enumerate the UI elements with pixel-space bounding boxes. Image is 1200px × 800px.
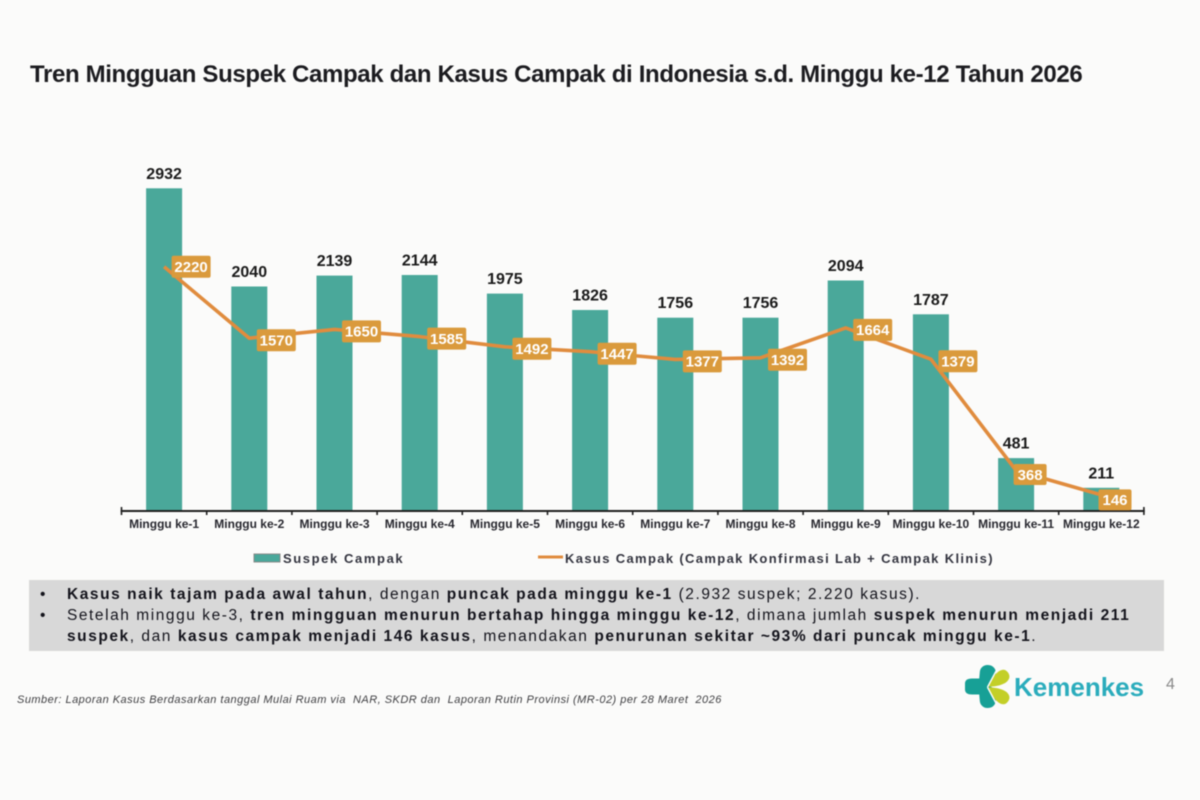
svg-text:1447: 1447 — [600, 346, 633, 363]
svg-text:Suspek Campak: Suspek Campak — [283, 551, 404, 566]
svg-text:1570: 1570 — [260, 333, 293, 350]
svg-text:2144: 2144 — [402, 253, 438, 270]
svg-text:2220: 2220 — [174, 259, 207, 276]
svg-text:Minggu ke-4: Minggu ke-4 — [385, 517, 455, 531]
svg-text:1664: 1664 — [856, 322, 890, 339]
svg-text:1975: 1975 — [487, 271, 523, 288]
svg-text:211: 211 — [1088, 465, 1114, 482]
svg-text:Minggu ke-6: Minggu ke-6 — [555, 517, 625, 531]
svg-text:1650: 1650 — [345, 324, 378, 341]
svg-text:1492: 1492 — [515, 341, 548, 358]
svg-text:481: 481 — [1003, 436, 1030, 453]
svg-text:1392: 1392 — [771, 352, 804, 369]
svg-text:1826: 1826 — [572, 288, 608, 305]
svg-text:1379: 1379 — [941, 354, 974, 371]
svg-text:1787: 1787 — [913, 292, 949, 309]
svg-text:Minggu ke-9: Minggu ke-9 — [811, 517, 881, 531]
svg-text:Minggu ke-1: Minggu ke-1 — [129, 517, 199, 531]
svg-text:2139: 2139 — [317, 253, 353, 270]
svg-text:Minggu ke-8: Minggu ke-8 — [725, 517, 795, 531]
svg-text:Minggu ke-7: Minggu ke-7 — [640, 517, 710, 531]
svg-text:2040: 2040 — [232, 264, 268, 281]
svg-text:Minggu ke-3: Minggu ke-3 — [299, 517, 369, 531]
svg-text:Kasus Campak (Campak Konfirmas: Kasus Campak (Campak Konfirmasi Lab + Ca… — [565, 551, 994, 566]
svg-text:1756: 1756 — [658, 295, 694, 312]
svg-text:2932: 2932 — [146, 166, 182, 183]
svg-text:146: 146 — [1102, 492, 1127, 509]
svg-text:Minggu ke-11: Minggu ke-11 — [978, 517, 1054, 531]
svg-text:1756: 1756 — [743, 295, 779, 312]
svg-text:Minggu ke-2: Minggu ke-2 — [214, 517, 284, 531]
svg-text:Minggu ke-12: Minggu ke-12 — [1063, 517, 1140, 531]
svg-text:1377: 1377 — [686, 354, 719, 371]
svg-text:Minggu ke-10: Minggu ke-10 — [893, 517, 970, 531]
svg-text:1585: 1585 — [430, 331, 463, 348]
svg-text:Minggu ke-5: Minggu ke-5 — [470, 517, 540, 531]
svg-text:368: 368 — [1018, 467, 1043, 484]
svg-text:2094: 2094 — [828, 258, 864, 275]
